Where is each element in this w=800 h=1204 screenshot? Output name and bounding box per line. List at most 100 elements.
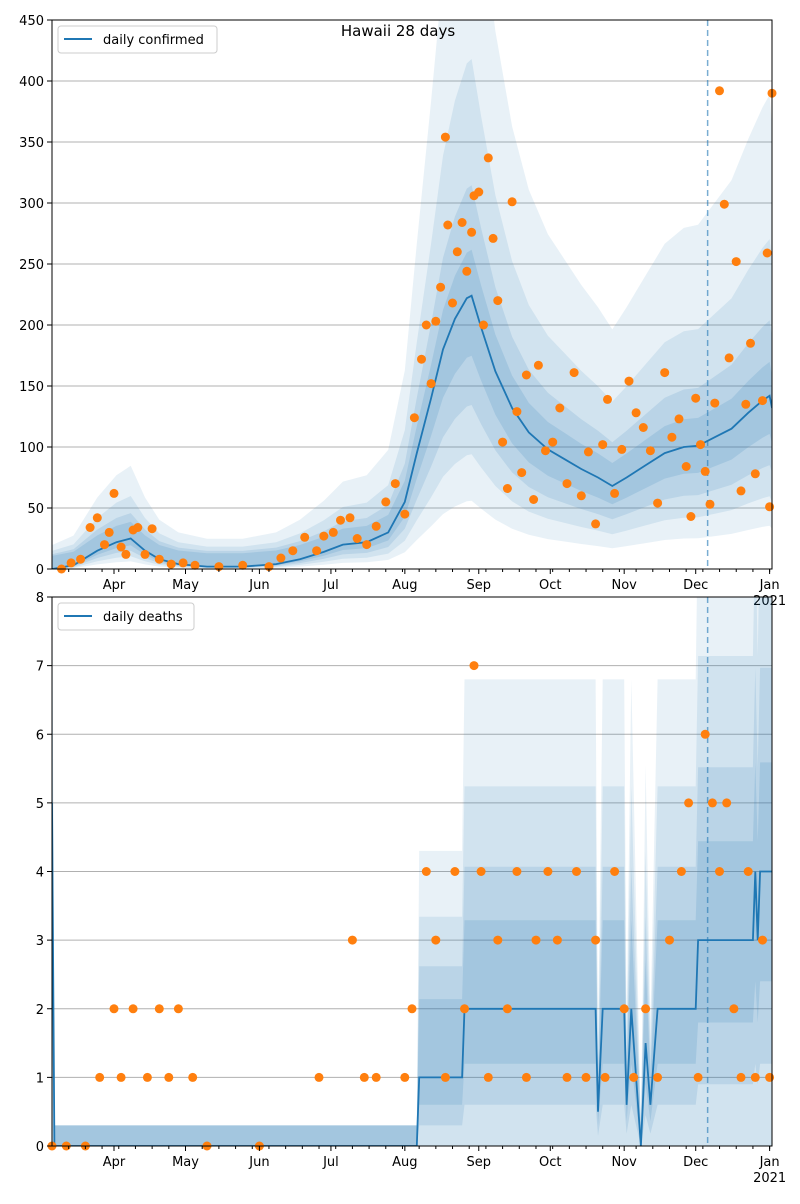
observed-point [336,515,345,525]
observed-point [691,393,701,403]
y-tick-label: 200 [19,319,44,334]
observed-point [154,1004,164,1014]
observed-point [736,486,746,496]
x-tick-label: Aug [392,578,417,593]
observed-point [452,247,462,257]
observed-point [109,488,119,498]
observed-point [591,935,601,945]
observed-point [431,316,441,326]
y-tick-label: 400 [19,75,44,90]
observed-point [483,153,493,163]
uncertainty-band [52,59,772,569]
observed-point [541,446,550,456]
observed-point [66,558,76,568]
y-tick-label: 4 [36,866,44,881]
x-tick-label: Oct [539,578,561,593]
x-tick-label: Jul [322,578,339,593]
observed-point [653,1072,663,1082]
observed-point [164,1072,174,1082]
y-tick-label: 3 [36,934,44,949]
observed-point [188,1072,198,1082]
observed-point [676,867,686,876]
observed-point [684,798,694,808]
observed-point [517,468,527,478]
x-tick-label: Jun [248,1155,269,1170]
observed-point [724,353,734,363]
observed-point [116,1072,126,1082]
x-tick-label: Sep [466,1155,491,1170]
observed-point [603,394,612,404]
x-tick-label: Sep [466,578,491,593]
observed-point [731,257,741,267]
observed-point [521,370,531,380]
observed-point [743,867,753,876]
observed-point [409,413,419,423]
y-tick-label: 0 [36,1140,44,1155]
observed-point [493,296,503,306]
observed-point [681,462,691,471]
observed-point [381,497,391,507]
observed-point [319,531,329,541]
observed-point [276,553,286,563]
observed-point [719,199,729,209]
x-tick-label: Jul [322,1155,339,1170]
uncertainty-bands [52,20,772,569]
observed-point [476,867,486,876]
x-tick-label: Oct [539,1155,561,1170]
observed-point [765,1072,775,1082]
observed-point [457,218,467,227]
uncertainty-band [52,20,772,569]
observed-point [750,469,760,479]
uncertainty-band [52,185,772,569]
observed-point [371,1072,381,1082]
observed-points [47,661,775,1151]
observed-point [746,338,755,348]
observed-point [95,1072,105,1082]
observed-point [529,495,539,504]
observed-point [674,414,684,424]
uncertainty-band [52,249,772,569]
observed-point [750,1072,760,1082]
legend-label: daily confirmed [103,33,204,48]
observed-point [314,1072,324,1082]
observed-point [493,935,503,945]
observed-point [705,499,715,509]
observed-point [443,220,453,230]
y-tick-label: 250 [19,258,44,273]
observed-point [467,227,477,237]
observed-point [440,1072,450,1082]
y-gridlines [52,80,772,509]
observed-point [665,935,674,945]
observed-point [417,354,426,364]
observed-point [660,368,670,378]
x-tick-label: Dec [683,1155,708,1170]
x-tick-label: May [172,1155,199,1170]
legend: daily deaths [57,602,195,631]
daily-confirmed-chart: 0 50 100 150 200 250 300 350 400 450 Apr May Jun Jul… [19,14,786,609]
y-tick-label: 6 [36,728,44,743]
observed-point [436,282,446,292]
observed-point [583,447,593,457]
observed-point [700,466,710,476]
y-tick-label: 8 [36,591,44,606]
observed-point [347,935,357,945]
observed-point [641,1004,651,1014]
observed-point [121,549,131,559]
observed-point [507,197,517,207]
observed-point [710,398,720,408]
observed-point [598,440,608,450]
observed-point [173,1004,183,1014]
observed-point [488,233,498,243]
observed-point [345,513,355,523]
observed-point [548,437,558,447]
observed-point [421,320,431,330]
observed-point [645,446,655,456]
observed-point [190,560,200,570]
series-lines [52,294,772,569]
y-tick-label: 350 [19,136,44,151]
observed-point [700,729,710,739]
observed-point [552,935,562,945]
